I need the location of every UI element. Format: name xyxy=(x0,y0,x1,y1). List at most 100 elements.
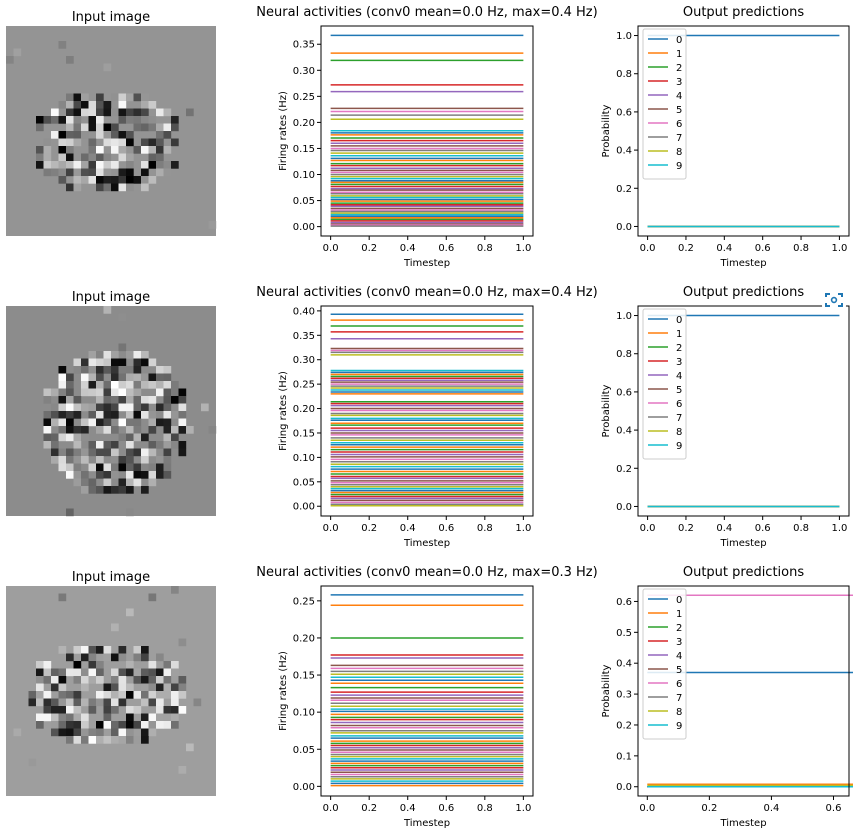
image-pixel xyxy=(103,138,112,147)
image-pixel xyxy=(156,411,164,419)
image-pixel xyxy=(96,366,104,374)
image-pixel xyxy=(88,108,97,117)
image-pixel xyxy=(133,721,142,729)
image-pixel xyxy=(163,373,172,382)
image-pixel xyxy=(148,123,157,132)
image-pixel xyxy=(51,456,59,464)
image-pixel xyxy=(103,486,112,494)
image-pixel xyxy=(111,698,119,707)
image-pixel xyxy=(73,183,82,192)
image-pixel xyxy=(163,433,172,442)
image-pixel xyxy=(81,646,89,654)
image-pixel xyxy=(141,411,149,419)
image-pixel xyxy=(126,736,134,744)
image-pixel xyxy=(118,676,127,684)
image-pixel xyxy=(73,668,82,677)
image-pixel xyxy=(118,668,127,677)
image-pixel xyxy=(163,661,172,669)
image-pixel xyxy=(156,123,164,132)
image-pixel xyxy=(103,161,112,169)
image-pixel xyxy=(36,146,44,154)
image-pixel xyxy=(133,116,142,124)
image-pixel xyxy=(58,131,67,139)
image-pixel xyxy=(81,676,89,684)
image-pixel xyxy=(156,676,164,684)
image-pixel xyxy=(118,418,127,427)
image-pixel xyxy=(36,713,44,722)
image-pixel xyxy=(43,161,52,169)
image-pixel xyxy=(126,728,134,737)
image-pixel xyxy=(88,676,97,684)
image-pixel xyxy=(171,381,179,389)
image-pixel xyxy=(148,676,157,684)
image-pixel xyxy=(58,728,67,737)
image-pixel xyxy=(96,153,104,162)
image-pixel xyxy=(133,463,142,472)
image-pixel xyxy=(96,676,104,684)
image-pixel xyxy=(156,131,164,139)
image-pixel xyxy=(96,441,104,449)
image-pixel xyxy=(178,388,187,397)
image-pixel xyxy=(88,411,97,419)
image-pixel xyxy=(43,153,52,162)
image-pixel xyxy=(111,456,119,464)
image-pixel xyxy=(81,131,89,139)
x-tick-label: 0.4 xyxy=(400,523,416,534)
image-pixel xyxy=(103,721,112,729)
image-pixel xyxy=(96,351,104,359)
image-pixel xyxy=(111,486,119,494)
image-pixel xyxy=(81,433,89,442)
image-pixel xyxy=(43,146,52,154)
image-pixel xyxy=(111,448,119,457)
image-pixel xyxy=(156,373,164,382)
image-pixel xyxy=(126,683,134,692)
image-pixel xyxy=(58,706,67,714)
activity-xlabel: Timestep xyxy=(403,538,450,549)
image-pixel xyxy=(126,411,134,419)
legend-label: 3 xyxy=(676,357,682,368)
image-pixel xyxy=(148,381,157,389)
image-pixel xyxy=(141,713,149,722)
image-pixel xyxy=(111,721,119,729)
image-pixel xyxy=(156,668,164,677)
image-pixel xyxy=(73,691,82,699)
image-pixel xyxy=(88,381,97,389)
y-tick-label: 0.3 xyxy=(616,690,632,701)
y-tick-label: 0.20 xyxy=(293,118,315,129)
image-pixel xyxy=(201,403,209,412)
image-pixel xyxy=(58,691,67,699)
image-pixel xyxy=(126,161,134,169)
image-pixel xyxy=(51,683,59,692)
image-pixel xyxy=(141,108,149,117)
image-pixel xyxy=(103,366,112,374)
image-pixel xyxy=(111,623,119,632)
image-pixel xyxy=(66,108,74,117)
image-pixel xyxy=(73,396,82,404)
image-pixel xyxy=(58,721,67,729)
image-pixel xyxy=(36,116,44,124)
image-pixel xyxy=(111,183,119,192)
y-tick-label: 0.20 xyxy=(293,633,315,644)
image-pixel xyxy=(66,101,74,109)
image-pixel xyxy=(51,403,59,412)
input-image-2 xyxy=(6,586,216,796)
output-plot-1: 0.0 0.2 0.4 0.6 0.8 1.0 0.0 0.2 0.4 0.6 0.8 1.0 0 1 2 3… xyxy=(616,305,850,534)
image-pixel xyxy=(66,713,74,722)
image-pixel xyxy=(148,593,157,602)
y-tick-label: 0.4 xyxy=(616,426,632,437)
legend-label: 4 xyxy=(676,651,682,662)
image-pixel xyxy=(148,358,157,367)
screenshot-capture-icon[interactable] xyxy=(822,290,846,310)
image-pixel xyxy=(163,108,172,117)
output-ylabel: Probability xyxy=(601,104,612,157)
image-pixel xyxy=(43,396,52,404)
image-pixel xyxy=(88,463,97,472)
image-pixel xyxy=(43,388,52,397)
image-pixel xyxy=(163,463,172,472)
image-pixel xyxy=(133,358,142,367)
image-pixel xyxy=(111,351,119,359)
image-pixel xyxy=(133,736,142,744)
image-pixel xyxy=(103,131,112,139)
y-tick-label: 0.10 xyxy=(293,708,315,719)
image-pixel xyxy=(88,161,97,169)
